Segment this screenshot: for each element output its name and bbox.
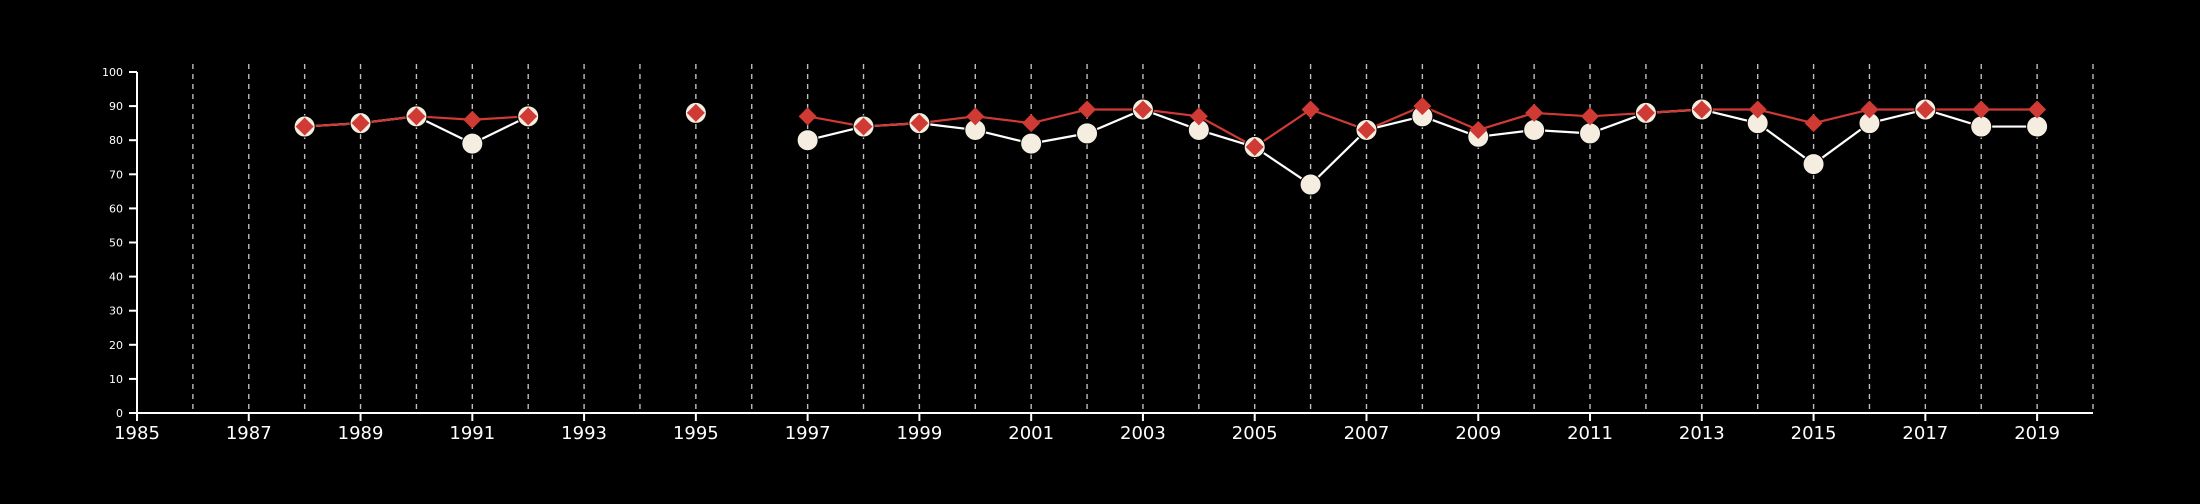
- x-tick-label: 1999: [896, 423, 942, 444]
- data-point-diamond: [295, 117, 314, 136]
- x-tick-label: 2011: [1567, 423, 1613, 444]
- data-point-diamond: [1860, 100, 1879, 119]
- data-point-circle: [461, 132, 484, 155]
- data-point-diamond: [1692, 100, 1711, 119]
- data-point-diamond: [1078, 100, 1097, 119]
- data-point-diamond: [854, 117, 873, 136]
- y-tick-label: 10: [109, 373, 123, 386]
- data-point-diamond: [966, 107, 985, 126]
- data-point-diamond: [1804, 114, 1823, 133]
- x-tick-label: 2001: [1008, 423, 1054, 444]
- x-tick-label: 1997: [785, 423, 831, 444]
- x-tick-label: 2009: [1455, 423, 1501, 444]
- data-point-circle: [2026, 115, 2049, 138]
- series-group: [293, 97, 2049, 196]
- data-point-diamond: [1748, 100, 1767, 119]
- data-point-diamond: [1245, 138, 1264, 157]
- x-tick-label: 1991: [449, 423, 495, 444]
- data-point-circle: [1523, 118, 1546, 141]
- x-tick-label: 1995: [673, 423, 719, 444]
- y-tick-label: 0: [116, 407, 123, 420]
- x-tick-label: 2017: [1902, 423, 1948, 444]
- x-tick-label: 2003: [1120, 423, 1166, 444]
- y-tick-label: 30: [109, 305, 123, 318]
- data-point-diamond: [686, 103, 705, 122]
- x-tick-label: 1989: [338, 423, 384, 444]
- data-point-diamond: [1972, 100, 1991, 119]
- data-point-diamond: [1357, 120, 1376, 139]
- data-point-circle: [1020, 132, 1043, 155]
- data-point-diamond: [1636, 103, 1655, 122]
- x-tick-label: 2015: [1791, 423, 1837, 444]
- data-point-diamond: [2028, 100, 2047, 119]
- data-point-diamond: [1133, 100, 1152, 119]
- data-point-diamond: [798, 107, 817, 126]
- vertical-grid: [192, 64, 2094, 413]
- x-tick-label: 1985: [114, 423, 160, 444]
- data-point-diamond: [1525, 103, 1544, 122]
- data-point-circle: [1076, 122, 1099, 145]
- data-point-diamond: [407, 107, 426, 126]
- y-tick-label: 50: [109, 237, 123, 250]
- data-point-diamond: [1469, 120, 1488, 139]
- data-point-diamond: [1189, 107, 1208, 126]
- data-point-diamond: [1022, 114, 1041, 133]
- data-point-diamond: [1413, 97, 1432, 116]
- x-tick-label: 2007: [1344, 423, 1390, 444]
- data-point-diamond: [910, 114, 929, 133]
- data-point-diamond: [1916, 100, 1935, 119]
- y-tick-label: 90: [109, 100, 123, 113]
- axes: 0 10 20 30 40 50 60 70 80 90 100 1985 1987 1989 1991 19…: [102, 66, 2093, 444]
- x-tick-label: 1993: [561, 423, 607, 444]
- y-tick-label: 20: [109, 339, 123, 352]
- x-tick-label: 1987: [226, 423, 272, 444]
- data-point-circle: [1970, 115, 1993, 138]
- data-point-circle: [1802, 153, 1825, 176]
- y-tick-label: 70: [109, 168, 123, 181]
- data-point-diamond: [1581, 107, 1600, 126]
- x-tick-label: 2005: [1232, 423, 1278, 444]
- data-point-circle: [1299, 173, 1322, 196]
- data-point-circle: [796, 129, 819, 152]
- data-point-diamond: [463, 110, 482, 129]
- x-tick-label: 2019: [2014, 423, 2060, 444]
- x-tick-label: 2013: [1679, 423, 1725, 444]
- data-point-diamond: [351, 114, 370, 133]
- data-point-diamond: [519, 107, 538, 126]
- data-point-diamond: [1301, 100, 1320, 119]
- y-tick-label: 40: [109, 271, 123, 284]
- data-point-circle: [1579, 122, 1602, 145]
- y-tick-label: 80: [109, 134, 123, 147]
- y-tick-label: 100: [102, 66, 123, 79]
- y-tick-label: 60: [109, 202, 123, 215]
